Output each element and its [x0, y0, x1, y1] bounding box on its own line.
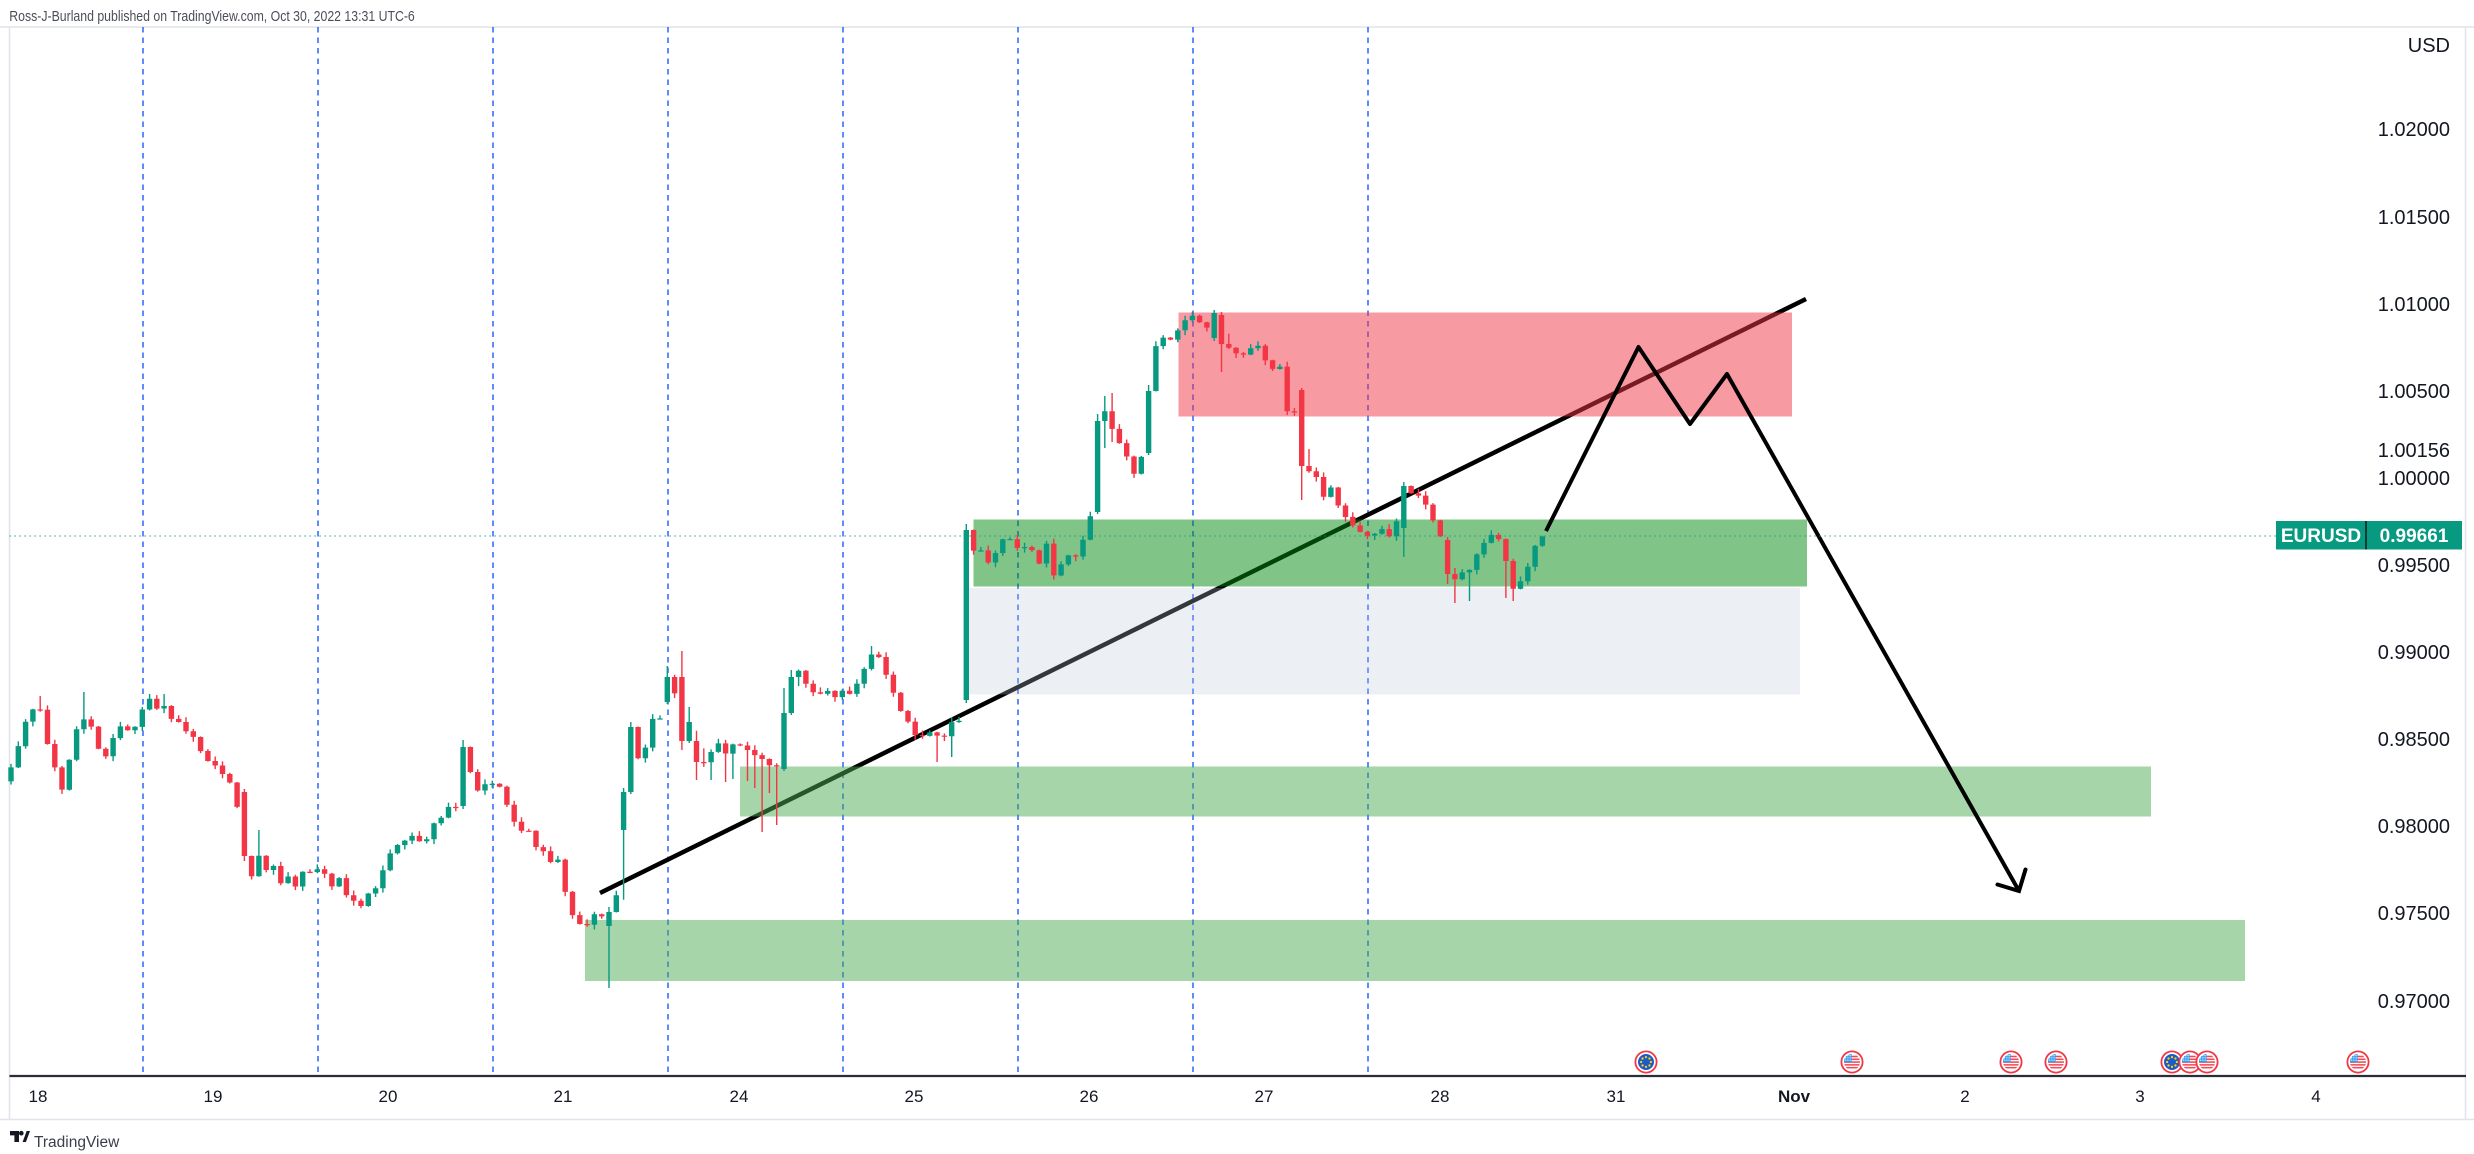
svg-text:27: 27 — [1255, 1087, 1274, 1106]
svg-text:1.00500: 1.00500 — [2378, 381, 2450, 403]
svg-text:0.99661: 0.99661 — [2380, 526, 2449, 547]
svg-text:0.97000: 0.97000 — [2378, 991, 2450, 1013]
svg-text:0.98000: 0.98000 — [2378, 816, 2450, 838]
svg-text:0.98500: 0.98500 — [2378, 729, 2450, 751]
svg-text:0.99000: 0.99000 — [2378, 642, 2450, 664]
svg-text:Nov: Nov — [1778, 1087, 1811, 1106]
svg-text:26: 26 — [1080, 1087, 1099, 1106]
svg-text:1.01000: 1.01000 — [2378, 294, 2450, 316]
svg-text:3: 3 — [2135, 1087, 2144, 1106]
svg-text:1.02000: 1.02000 — [2378, 119, 2450, 141]
svg-text:1.00000: 1.00000 — [2378, 468, 2450, 490]
svg-text:2: 2 — [1960, 1087, 1969, 1106]
svg-text:20: 20 — [379, 1087, 398, 1106]
svg-text:28: 28 — [1431, 1087, 1450, 1106]
svg-text:Ross-J-Burland published on Tr: Ross-J-Burland published on TradingView.… — [9, 8, 415, 24]
svg-text:1.00156: 1.00156 — [2378, 440, 2450, 462]
svg-text:18: 18 — [29, 1087, 48, 1106]
svg-text:1.01500: 1.01500 — [2378, 207, 2450, 229]
svg-text:USD: USD — [2408, 35, 2450, 57]
svg-text:0.97500: 0.97500 — [2378, 903, 2450, 925]
svg-text:25: 25 — [905, 1087, 924, 1106]
svg-text:TradingView: TradingView — [34, 1134, 120, 1151]
svg-text:21: 21 — [554, 1087, 573, 1106]
svg-text:19: 19 — [204, 1087, 223, 1106]
svg-text:4: 4 — [2311, 1087, 2320, 1106]
svg-text:31: 31 — [1607, 1087, 1626, 1106]
svg-text:24: 24 — [730, 1087, 749, 1106]
svg-text:0.99500: 0.99500 — [2378, 555, 2450, 577]
svg-text:EURUSD: EURUSD — [2281, 526, 2361, 547]
